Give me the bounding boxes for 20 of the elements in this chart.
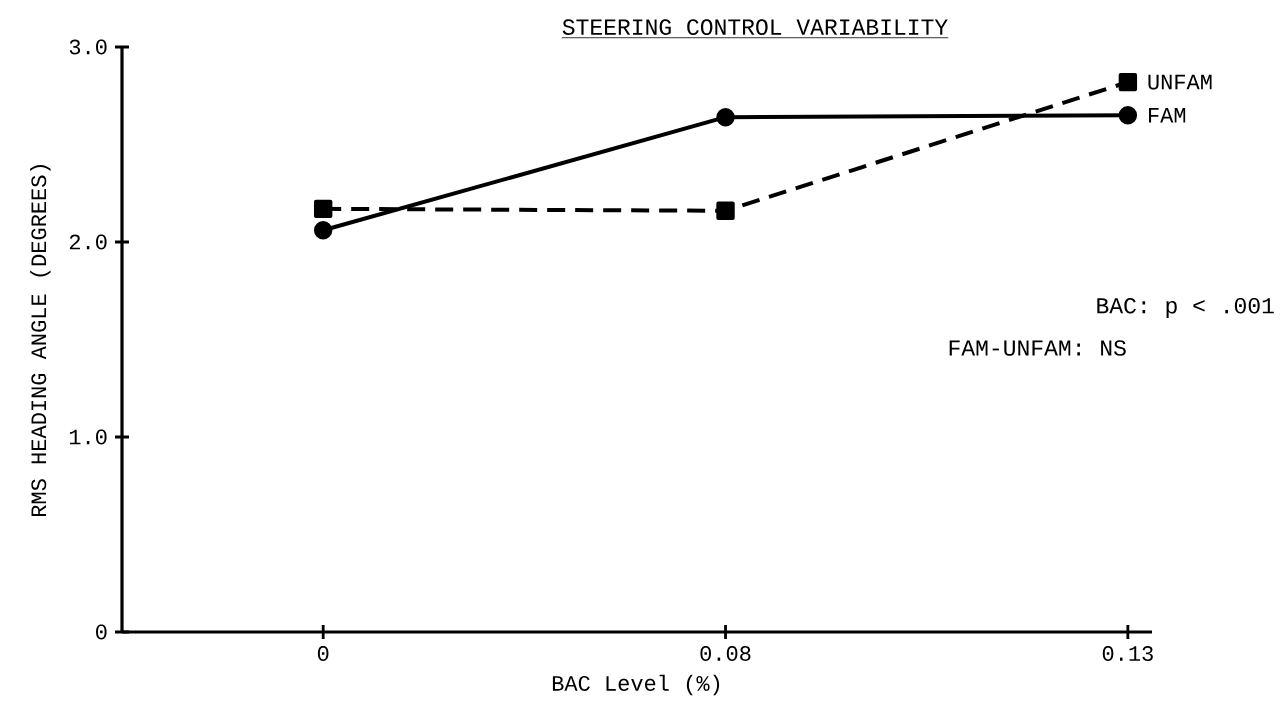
x-tick-label: 0.08	[700, 646, 751, 661]
point	[313, 199, 333, 219]
y-tick-label: 0	[96, 624, 107, 640]
series-label: FAM	[1149, 108, 1186, 123]
series-label: UNFAM	[1148, 74, 1212, 90]
y-tick-label: 3.0	[69, 39, 107, 55]
y-tick-label: 1.0	[69, 429, 107, 445]
x-axis-title: BAC Level (%)	[552, 674, 720, 696]
y-axis-title: RMS HEADING ANGLE (DEGREES)	[30, 165, 51, 517]
point	[716, 201, 735, 220]
point	[1118, 72, 1138, 92]
y-tick-label: 2.0	[69, 234, 107, 250]
point	[1118, 106, 1138, 125]
point	[716, 108, 735, 127]
annotation: FAM-UNFAM: NS	[949, 340, 1126, 356]
chart-title: STEERING CONTROL VARIABILITY	[562, 19, 948, 35]
point	[313, 221, 333, 240]
x-tick-label: 0	[317, 646, 329, 661]
x-tick-label: 0.13	[1102, 646, 1153, 661]
annotation: BAC: p < .001	[1097, 297, 1274, 319]
